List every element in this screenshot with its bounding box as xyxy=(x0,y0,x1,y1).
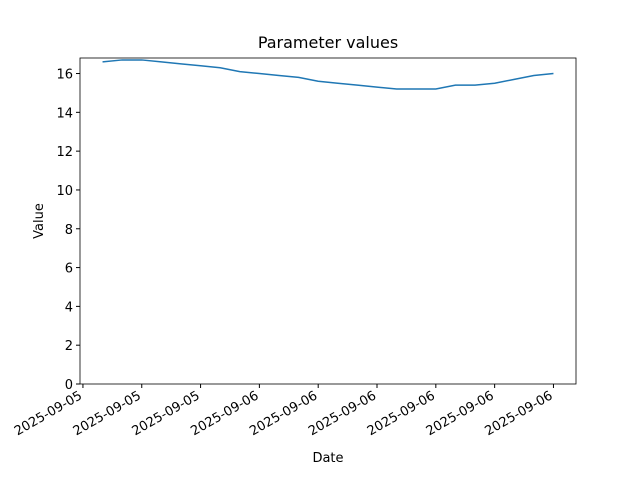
chart-title: Parameter values xyxy=(258,33,398,52)
y-tick-label: 2 xyxy=(65,339,73,354)
y-tick-label: 8 xyxy=(65,223,73,238)
y-axis-label: Value xyxy=(32,203,47,239)
y-tick-label: 4 xyxy=(65,300,73,315)
y-tick-label: 0 xyxy=(65,378,73,393)
x-axis-label: Date xyxy=(312,451,343,466)
y-tick-label: 12 xyxy=(56,145,73,160)
y-tick-label: 10 xyxy=(56,184,73,199)
y-tick-label: 16 xyxy=(56,68,73,83)
plot-frame xyxy=(79,57,577,385)
y-tick-label: 14 xyxy=(56,106,73,121)
y-tick-label: 6 xyxy=(65,262,73,277)
data-line xyxy=(102,59,554,90)
